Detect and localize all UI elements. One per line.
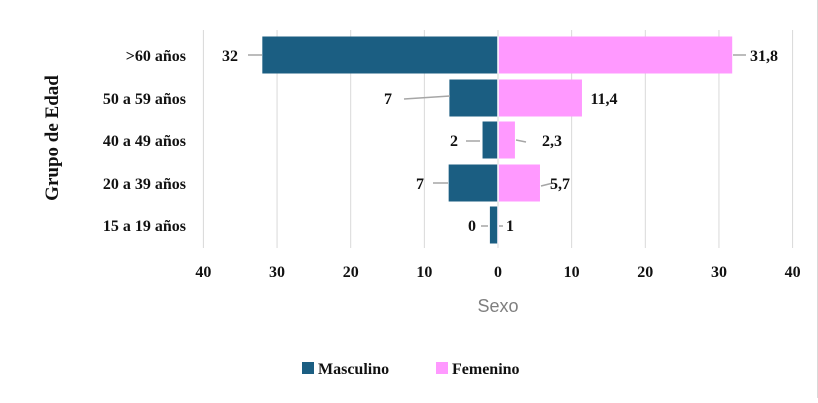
category-label: 15 a 19 años — [103, 218, 186, 235]
y-axis-title: Grupo de Edad — [42, 75, 63, 201]
category-labels: >60 años 50 a 59 años 40 a 49 años 20 a 39 … — [103, 48, 186, 235]
data-label-femenino: 1 — [506, 218, 514, 235]
category-label: 40 a 49 años — [103, 133, 186, 150]
x-tick-label: 30 — [711, 264, 727, 281]
x-tick-label: 0 — [494, 264, 502, 281]
data-labels: 32 31,8 7 11,4 2 2,3 7 5,7 0 1 — [222, 48, 778, 235]
x-tick-label: 10 — [416, 264, 432, 281]
legend-label-femenino: Femenino — [452, 361, 520, 378]
bar-masculino — [482, 121, 498, 159]
leader-line-femenino — [515, 139, 527, 143]
x-tick-label: 40 — [195, 264, 211, 281]
bar-femenino — [498, 36, 733, 74]
category-label: 50 a 59 años — [103, 91, 186, 108]
data-label-femenino: 2,3 — [542, 133, 562, 150]
leader-line-masculino — [403, 95, 451, 100]
data-label-masculino: 32 — [222, 48, 238, 65]
legend-label-masculino: Masculino — [318, 361, 389, 378]
x-tick-labels: 40 30 20 10 0 10 20 30 40 — [195, 264, 800, 281]
legend-swatch-masculino — [302, 362, 314, 374]
x-tick-label: 30 — [269, 264, 285, 281]
bar-femenino — [498, 164, 540, 202]
category-label: >60 años — [126, 48, 186, 65]
legend-swatch-femenino — [436, 362, 448, 374]
bar-masculino — [448, 164, 498, 202]
category-label: 20 a 39 años — [103, 176, 186, 193]
x-tick-label: 20 — [637, 264, 653, 281]
x-tick-label: 20 — [343, 264, 359, 281]
bar-masculino — [449, 79, 498, 117]
legend: Masculino Femenino — [302, 361, 520, 378]
data-label-femenino: 11,4 — [590, 91, 617, 108]
data-label-masculino: 2 — [450, 133, 458, 150]
data-label-masculino: 0 — [468, 218, 476, 235]
data-label-masculino: 7 — [416, 176, 424, 193]
x-axis-title: Sexo — [477, 296, 518, 316]
x-tick-label: 10 — [564, 264, 580, 281]
bar-femenino — [498, 121, 515, 159]
data-label-femenino: 5,7 — [550, 176, 570, 193]
leader-line-femenino — [540, 182, 554, 187]
bar-masculino — [262, 36, 498, 74]
leader-lines — [248, 54, 746, 227]
x-tick-label: 40 — [785, 264, 801, 281]
bar-masculino — [489, 206, 498, 244]
bar-femenino — [498, 79, 582, 117]
data-label-masculino: 7 — [384, 91, 392, 108]
bars — [262, 36, 733, 244]
data-label-femenino: 31,8 — [750, 48, 778, 65]
